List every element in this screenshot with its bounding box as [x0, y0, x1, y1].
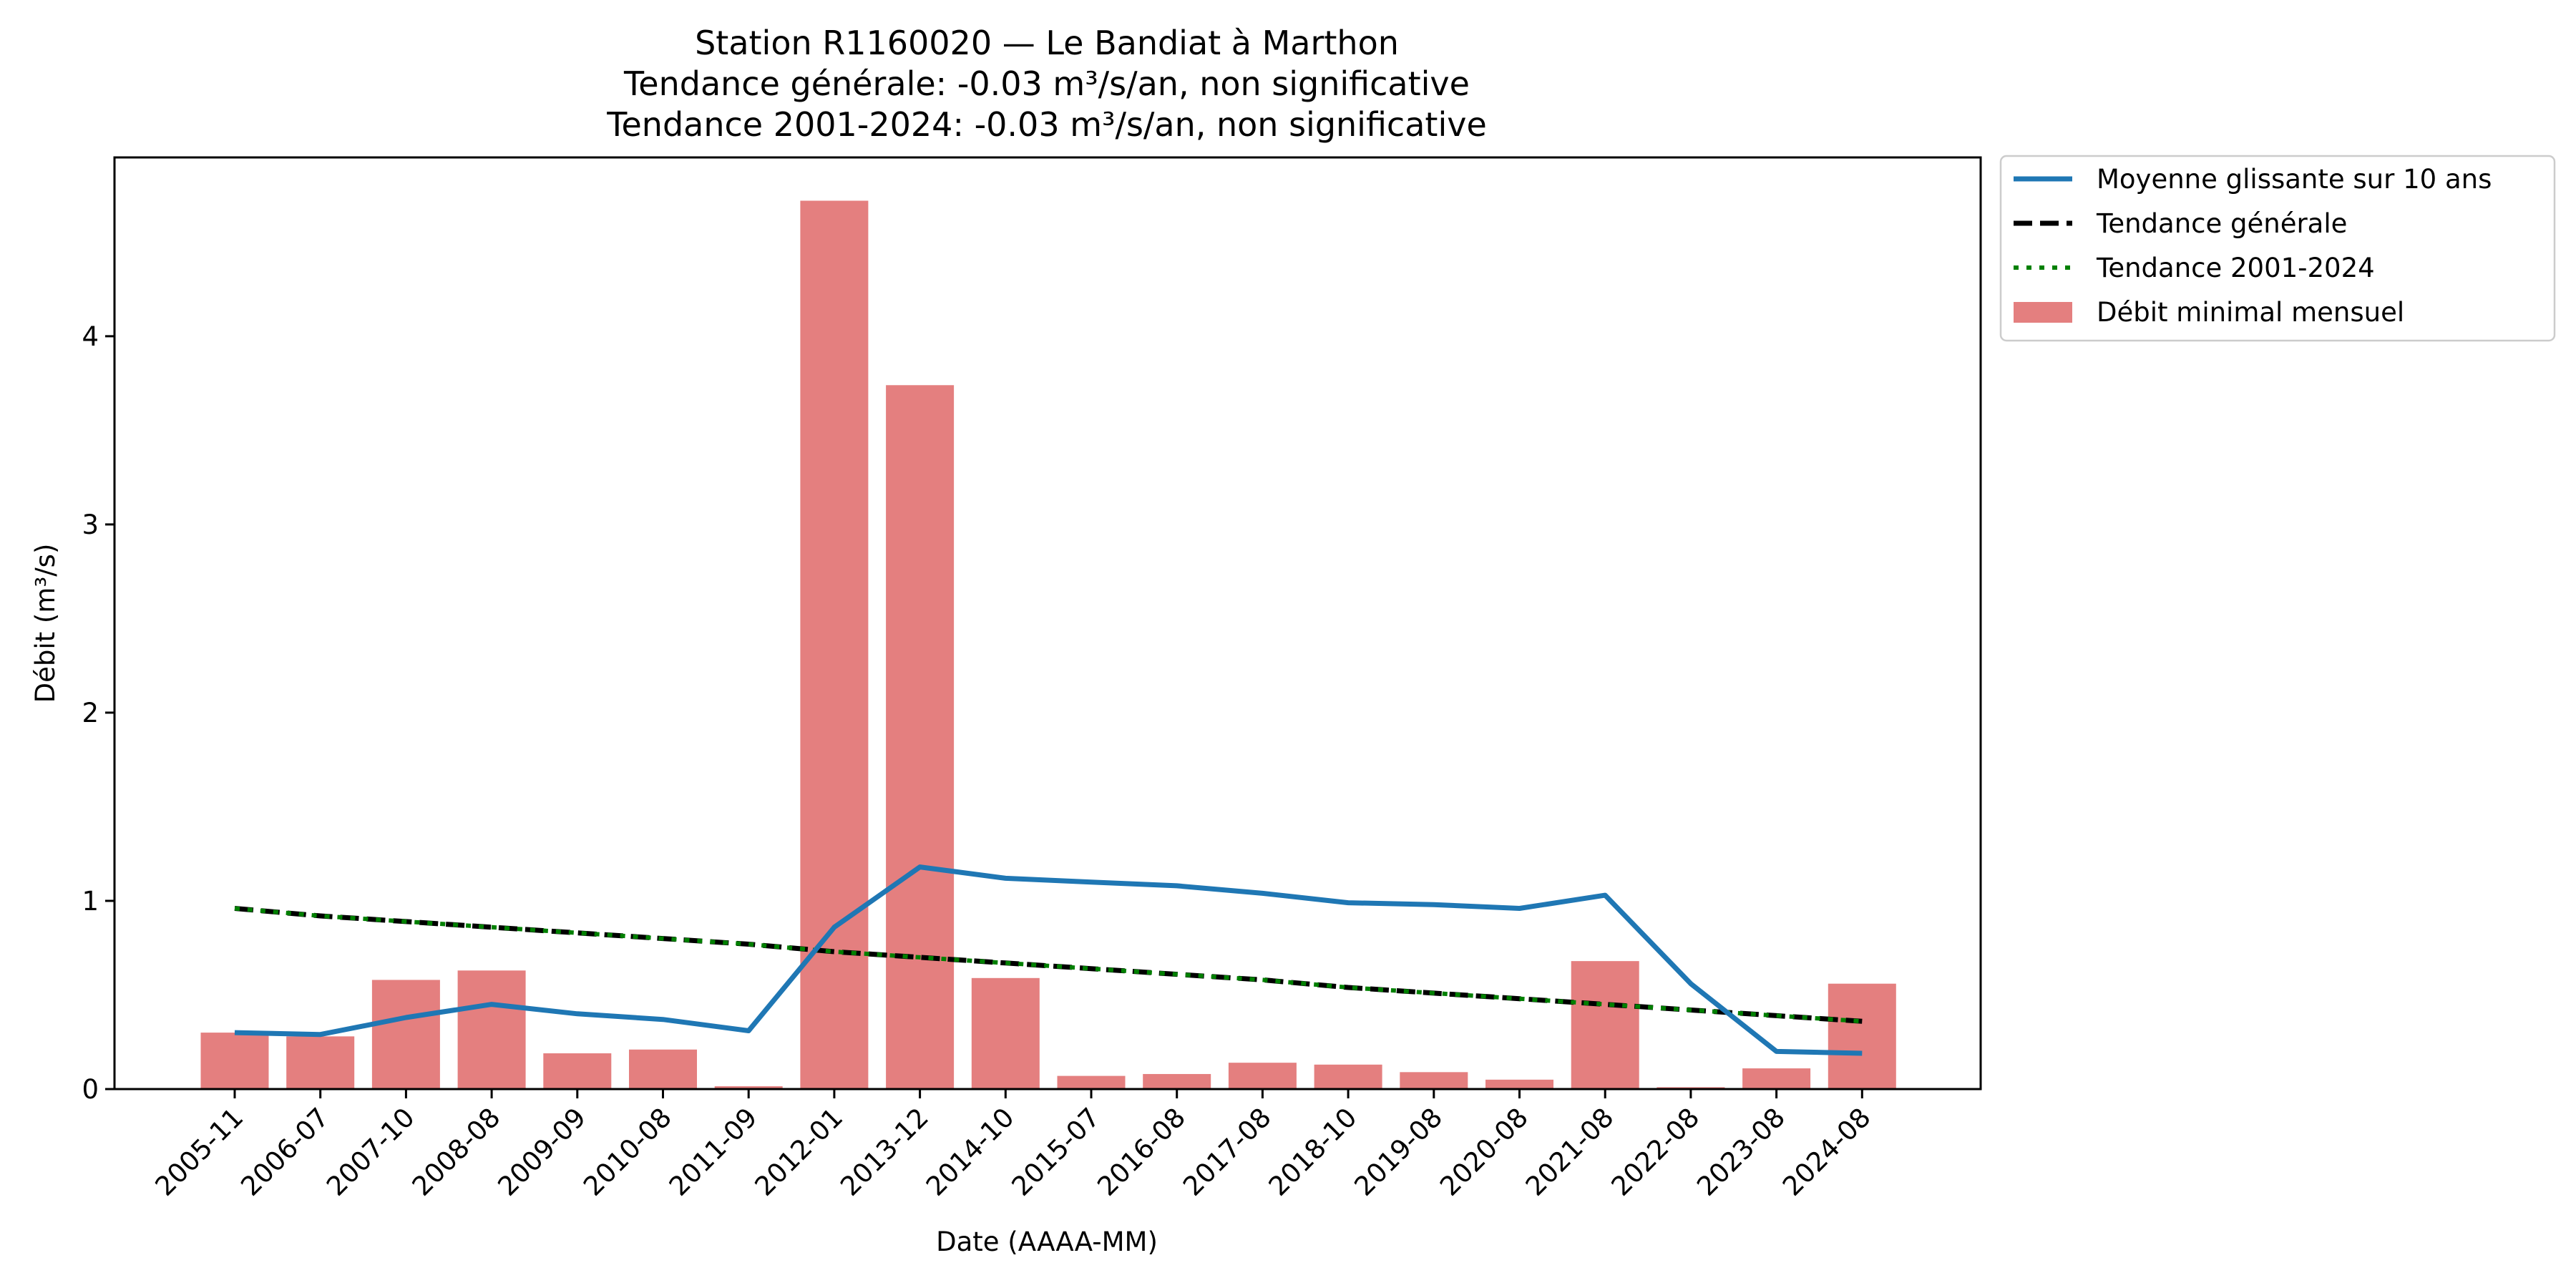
bar-2013-12 [886, 385, 955, 1089]
x-tick-label: 2009-09 [492, 1102, 592, 1202]
legend: Moyenne glissante sur 10 ans Tendance gén… [1999, 155, 2556, 342]
x-axis-label: Date (AAAA-MM) [936, 1226, 1158, 1257]
line-series [234, 864, 1863, 1056]
x-axis: 2005-112006-072007-102008-082009-092010-… [150, 1089, 1877, 1202]
line-tendance-2001-2024 [234, 906, 1863, 1024]
y-axis-label: Débit (m³/s) [30, 544, 61, 703]
bar-2006-07 [286, 1036, 355, 1089]
legend-label: Débit minimal mensuel [2097, 297, 2404, 328]
y-tick-label: 0 [82, 1074, 99, 1105]
chart-title: Station R1160020 — Le Bandiat à Marthon … [606, 24, 1487, 144]
x-tick-label: 2017-08 [1177, 1102, 1277, 1202]
x-tick-label: 2022-08 [1606, 1102, 1706, 1202]
x-tick-label: 2007-10 [321, 1102, 421, 1202]
plot-frame [113, 156, 1982, 1091]
x-tick-label: 2024-08 [1777, 1102, 1877, 1202]
bar-2012-01 [800, 200, 869, 1090]
x-tick-label: 2010-08 [577, 1102, 678, 1202]
bar-2005-11 [200, 1033, 269, 1089]
title-line-2: Tendance générale: -0.03 m³/s/an, non si… [623, 64, 1470, 103]
x-tick-label: 2021-08 [1520, 1102, 1620, 1202]
bar-2009-09 [543, 1053, 612, 1089]
x-tick-label: 2012-01 [749, 1102, 849, 1202]
x-tick-label: 2015-07 [1006, 1102, 1106, 1202]
legend-label: Tendance générale [2096, 208, 2347, 239]
legend-swatch-bar [2014, 302, 2072, 323]
x-tick-label: 2018-10 [1263, 1102, 1363, 1202]
y-axis: 0 1 2 3 4 [82, 321, 114, 1105]
x-tick-label: 2016-08 [1091, 1102, 1191, 1202]
legend-frame [1999, 155, 2556, 342]
line-moyenne-glissante-sur-10-ans [234, 864, 1863, 1056]
x-tick-label: 2005-11 [150, 1102, 250, 1202]
y-tick-label: 3 [82, 509, 99, 540]
x-tick-label: 2008-08 [406, 1102, 507, 1202]
x-tick-label: 2020-08 [1434, 1102, 1534, 1202]
bar-2016-08 [1143, 1073, 1211, 1089]
bar-2014-10 [971, 977, 1040, 1089]
y-tick-label: 4 [82, 321, 99, 352]
bar-2020-08 [1485, 1079, 1553, 1089]
x-tick-label: 2014-10 [920, 1102, 1020, 1202]
legend-label: Tendance 2001-2024 [2096, 253, 2375, 283]
title-line-3: Tendance 2001-2024: -0.03 m³/s/an, non s… [606, 105, 1487, 144]
bar-2015-07 [1057, 1075, 1126, 1089]
bar-2007-10 [371, 980, 440, 1089]
bar-2021-08 [1571, 961, 1639, 1089]
x-tick-label: 2019-08 [1348, 1102, 1448, 1202]
bar-2010-08 [629, 1049, 697, 1089]
bar-2019-08 [1400, 1072, 1468, 1089]
x-tick-label: 2011-09 [663, 1102, 763, 1202]
bar-2008-08 [457, 970, 526, 1089]
bar-2018-10 [1314, 1064, 1382, 1089]
x-tick-label: 2013-12 [834, 1102, 935, 1202]
bar-2017-08 [1228, 1063, 1297, 1089]
x-tick-label: 2006-07 [235, 1102, 335, 1202]
x-tick-label: 2023-08 [1691, 1102, 1791, 1202]
legend-label: Moyenne glissante sur 10 ans [2097, 164, 2492, 195]
bar-2024-08 [1828, 983, 1896, 1089]
bar-2023-08 [1742, 1068, 1811, 1089]
bar-2011-09 [714, 1086, 783, 1089]
y-tick-label: 2 [82, 698, 99, 728]
title-line-1: Station R1160020 — Le Bandiat à Marthon [695, 24, 1399, 62]
bar-series [200, 200, 1896, 1090]
y-tick-label: 1 [82, 886, 99, 917]
